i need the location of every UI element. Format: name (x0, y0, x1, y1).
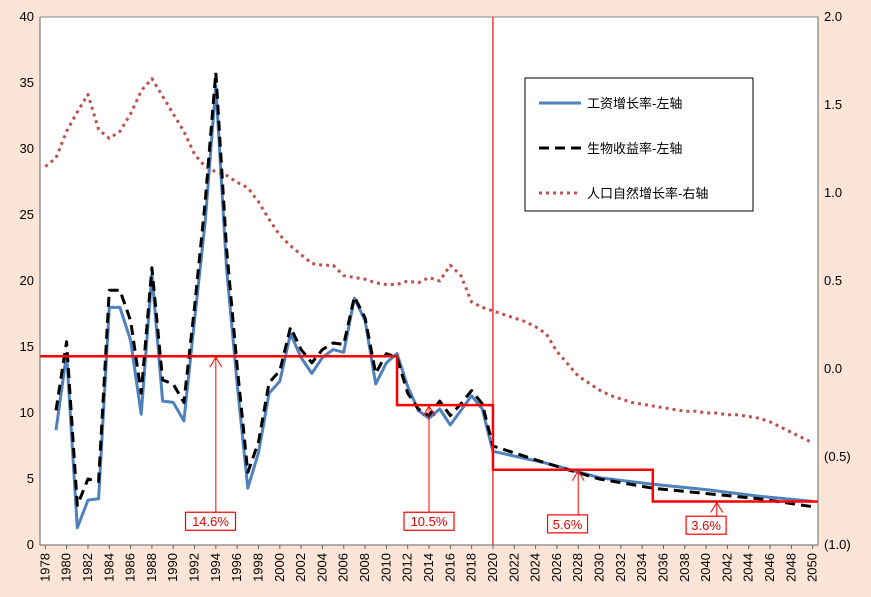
x-tick-label: 1990 (165, 553, 180, 582)
x-tick-label: 2048 (783, 553, 798, 582)
y-right-tick-label: 1.5 (824, 97, 842, 112)
x-tick-label: 2034 (634, 553, 649, 582)
legend-label: 工资增长率-左轴 (587, 96, 682, 111)
y-left-tick-label: 0 (27, 537, 34, 552)
x-tick-label: 2030 (592, 553, 607, 582)
annotation-box (403, 511, 455, 531)
y-left-tick-label: 20 (20, 273, 34, 288)
y-right-tick-label: (1.0) (824, 537, 851, 552)
y-left-tick-label: 5 (27, 471, 34, 486)
x-tick-label: 2020 (485, 553, 500, 582)
average-step-line (40, 354, 818, 503)
x-tick-label: 2028 (570, 553, 585, 582)
legend-box (524, 77, 754, 212)
x-tick-label: 2022 (506, 553, 521, 582)
annotation-box (685, 515, 727, 535)
x-tick-label: 2014 (421, 553, 436, 582)
x-tick-label: 2024 (528, 553, 543, 582)
x-tick-label: 2012 (400, 553, 415, 582)
step-layer (40, 354, 818, 503)
series-line-wage (54, 84, 813, 530)
x-tick-label: 2010 (378, 553, 393, 582)
x-tick-label: 1978 (37, 553, 52, 582)
x-tick-label: 1996 (229, 553, 244, 582)
y-left-tick-label: 10 (20, 405, 34, 420)
y-right-tick-label: 0.5 (824, 273, 842, 288)
x-tick-label: 2044 (741, 553, 756, 582)
annotations-layer: 14.6% 10.5% 5.6% 3.6% (184, 356, 727, 535)
y-left-tick-label: 30 (20, 141, 34, 156)
y-left-tick-label: 15 (20, 339, 34, 354)
x-tick-label: 2008 (357, 553, 372, 582)
annotation-box (546, 514, 589, 534)
x-tick-label: 2018 (464, 553, 479, 582)
annotation-label: 3.6% (691, 518, 721, 533)
annotation-arrowhead (710, 501, 724, 513)
y-left-tick-label: 40 (20, 9, 34, 24)
x-tick-label: 1986 (123, 553, 138, 582)
axes-layer: 0 5 10 15 20 25 30 35 40 (1.0) (0.5) 0.0 0.5 1.0 1.5 2.… (20, 9, 851, 582)
x-tick-label: 1992 (187, 553, 202, 582)
x-tick-label: 2006 (336, 553, 351, 582)
x-tick-label: 2046 (762, 553, 777, 582)
x-tick-label: 1982 (80, 553, 95, 582)
y-right-tick-label: 0.0 (824, 361, 842, 376)
x-tick-label: 2026 (549, 553, 564, 582)
x-tick-label: 2040 (698, 553, 713, 582)
x-tick-label: 2016 (442, 553, 457, 582)
y-right-tick-label: 2.0 (824, 9, 842, 24)
y-right-tick-label: 1.0 (824, 185, 842, 200)
x-tick-label: 2032 (613, 553, 628, 582)
annotation-label: 14.6% (192, 514, 229, 529)
y-left-tick-label: 25 (20, 207, 34, 222)
x-tick-label: 2042 (719, 553, 734, 582)
x-tick-label: 2004 (314, 553, 329, 582)
x-tick-label: 1998 (250, 553, 265, 582)
annotation-label: 10.5% (411, 514, 448, 529)
x-tick-label: 2038 (677, 553, 692, 582)
y-left-tick-label: 35 (20, 75, 34, 90)
annotation-label: 5.6% (553, 517, 583, 532)
x-tick-label: 1988 (144, 553, 159, 582)
annotation-box (184, 511, 237, 531)
x-tick-label: 2002 (293, 553, 308, 582)
annotation-arrowhead (209, 356, 223, 368)
annotation-arrowhead (571, 469, 585, 482)
legend-label: 生物收益率-左轴 (587, 141, 682, 156)
x-tick-label: 2000 (272, 553, 287, 582)
annotation-arrowhead (422, 405, 436, 417)
x-tick-label: 2036 (655, 553, 670, 582)
x-tick-label: 2050 (805, 553, 820, 582)
x-tick-label: 1980 (59, 553, 74, 582)
series-line-bio (54, 70, 813, 509)
legend-label: 人口自然增长率-右轴 (587, 186, 708, 201)
y-right-tick-label: (0.5) (824, 449, 851, 464)
x-tick-label: 1994 (208, 553, 223, 582)
x-tick-label: 1984 (101, 553, 116, 582)
